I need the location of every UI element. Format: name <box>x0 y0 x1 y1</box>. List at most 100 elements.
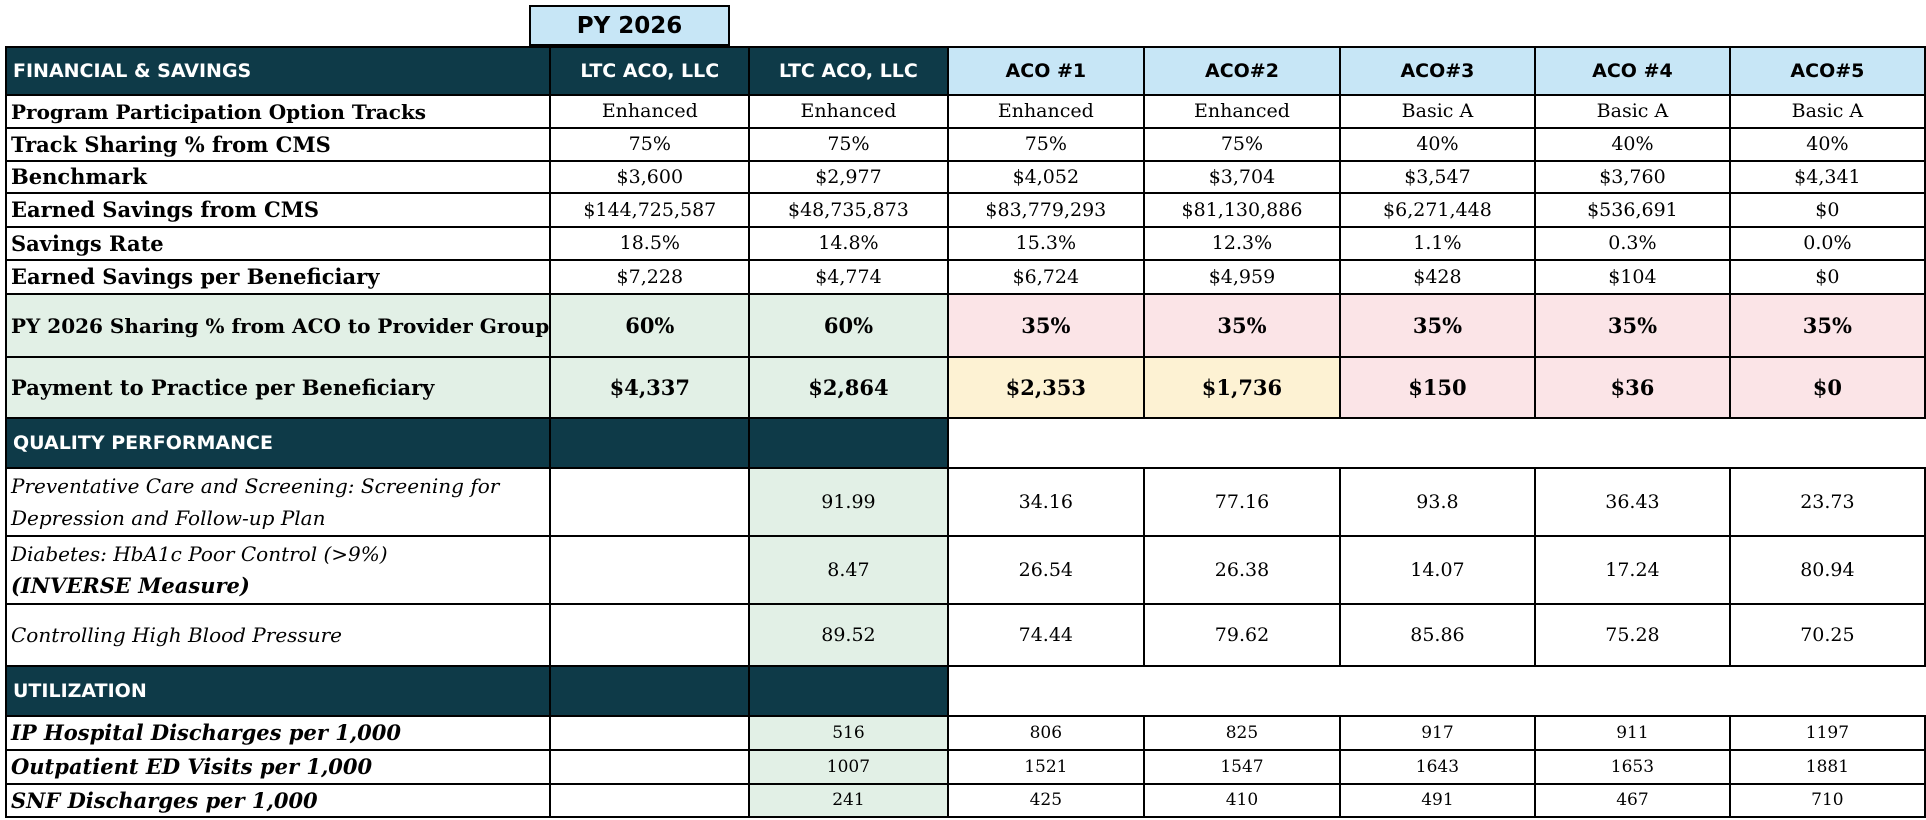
row-label: Savings Rate <box>4 226 552 261</box>
table-cell: 0.3% <box>1534 226 1731 261</box>
table-cell: $536,691 <box>1534 192 1731 228</box>
table-cell: 12.3% <box>1143 226 1341 261</box>
section-header-fill <box>748 665 949 717</box>
row-label: IP Hospital Discharges per 1,000 <box>4 715 552 751</box>
table-cell: 40% <box>1338 127 1537 162</box>
table-cell: 75% <box>549 127 751 162</box>
column-header: ACO#2 <box>1143 46 1341 96</box>
section-header-fill <box>549 417 751 469</box>
table-cell: 23.73 <box>1728 467 1926 537</box>
measure-name: Controlling High Blood Pressure <box>11 623 342 647</box>
row-label: Payment to Practice per Beneficiary <box>4 356 552 419</box>
table-cell <box>549 603 751 667</box>
table-cell: 60% <box>549 293 751 358</box>
table-cell: 425 <box>946 783 1146 818</box>
row-label: SNF Discharges per 1,000 <box>4 783 552 818</box>
table-row: Preventative Care and Screening: Screeni… <box>4 467 1926 537</box>
blank-area <box>948 418 1925 468</box>
row-label: Outpatient ED Visits per 1,000 <box>4 749 552 785</box>
blank-area <box>948 666 1925 716</box>
table-cell: 917 <box>1338 715 1537 751</box>
table-cell: 40% <box>1534 127 1731 162</box>
table-cell: $2,864 <box>748 356 949 419</box>
section-title-utilization: UTILIZATION <box>4 665 552 717</box>
table-cell: $4,337 <box>549 356 751 419</box>
table-cell: 35% <box>1143 293 1341 358</box>
table-cell: Enhanced <box>946 94 1146 129</box>
table-cell: $4,052 <box>946 160 1146 194</box>
table-cell: 1881 <box>1728 749 1926 785</box>
table-row: Controlling High Blood Pressure 89.52 74… <box>4 603 1926 667</box>
column-header: ACO#3 <box>1338 46 1537 96</box>
table-cell: Enhanced <box>748 94 949 129</box>
row-label: Program Participation Option Tracks <box>4 94 552 129</box>
table-cell: Enhanced <box>549 94 751 129</box>
table-cell: $6,724 <box>946 259 1146 295</box>
section-title-quality: QUALITY PERFORMANCE <box>4 417 552 469</box>
sharing-row: PY 2026 Sharing % from ACO to Provider G… <box>4 293 1926 358</box>
table-row: Benchmark $3,600 $2,977 $4,052 $3,704 $3… <box>4 160 1926 194</box>
table-cell: Basic A <box>1534 94 1731 129</box>
table-cell: 825 <box>1143 715 1341 751</box>
column-header: ACO #4 <box>1534 46 1731 96</box>
section-title-financial: FINANCIAL & SAVINGS <box>4 46 552 96</box>
table-cell: 410 <box>1143 783 1341 818</box>
table-row: SNF Discharges per 1,000 241 425 410 491… <box>4 783 1926 818</box>
column-header: ACO#5 <box>1728 46 1926 96</box>
section-header-fill <box>549 665 751 717</box>
table-cell: Basic A <box>1338 94 1537 129</box>
table-cell: 40% <box>1728 127 1926 162</box>
table-cell: 75% <box>748 127 949 162</box>
section-header-row: QUALITY PERFORMANCE <box>4 417 1925 469</box>
section-header-fill <box>748 417 949 469</box>
table-cell: $0 <box>1728 356 1926 419</box>
table-cell: Basic A <box>1728 94 1926 129</box>
table-row: Savings Rate 18.5% 14.8% 15.3% 12.3% 1.1… <box>4 226 1926 261</box>
table-cell: 17.24 <box>1534 535 1731 605</box>
table-cell: 26.54 <box>946 535 1146 605</box>
table-cell <box>549 783 751 818</box>
table-cell: 1521 <box>946 749 1146 785</box>
table-cell: $150 <box>1338 356 1537 419</box>
table-cell: $3,547 <box>1338 160 1537 194</box>
table-cell <box>549 715 751 751</box>
table-cell: 241 <box>748 783 949 818</box>
table-cell: 35% <box>1534 293 1731 358</box>
table-row: Outpatient ED Visits per 1,000 1007 1521… <box>4 749 1926 785</box>
table-cell: 77.16 <box>1143 467 1341 537</box>
table-row: Earned Savings per Beneficiary $7,228 $4… <box>4 259 1926 295</box>
table-row: IP Hospital Discharges per 1,000 516 806… <box>4 715 1926 751</box>
table-cell: 35% <box>946 293 1146 358</box>
table-cell: $83,779,293 <box>946 192 1146 228</box>
table-cell: 806 <box>946 715 1146 751</box>
measure-name: Preventative Care and Screening: Screeni… <box>11 474 500 530</box>
table-row: Program Participation Option Tracks Enha… <box>4 94 1926 129</box>
table-cell: 70.25 <box>1728 603 1926 667</box>
table-cell: $4,774 <box>748 259 949 295</box>
column-header: LTC ACO, LLC <box>549 46 751 96</box>
table-cell <box>549 467 751 537</box>
table-cell: 91.99 <box>748 467 949 537</box>
table-cell: $1,736 <box>1143 356 1341 419</box>
table-cell: $428 <box>1338 259 1537 295</box>
table-cell: 79.62 <box>1143 603 1341 667</box>
table-cell: 60% <box>748 293 949 358</box>
table-row: Track Sharing % from CMS 75% 75% 75% 75%… <box>4 127 1926 162</box>
table-cell: 1643 <box>1338 749 1537 785</box>
table-cell <box>549 535 751 605</box>
table-cell: 1547 <box>1143 749 1341 785</box>
table-cell: 491 <box>1338 783 1537 818</box>
table-cell: 80.94 <box>1728 535 1926 605</box>
column-header: LTC ACO, LLC <box>748 46 949 96</box>
table-cell: 89.52 <box>748 603 949 667</box>
row-label: Preventative Care and Screening: Screeni… <box>4 467 552 537</box>
table-cell: $48,735,873 <box>748 192 949 228</box>
row-label: Earned Savings from CMS <box>4 192 552 228</box>
table-cell: 0.0% <box>1728 226 1926 261</box>
table-cell: 26.38 <box>1143 535 1341 605</box>
table-cell: $4,341 <box>1728 160 1926 194</box>
table-cell: 1197 <box>1728 715 1926 751</box>
column-header: ACO #1 <box>946 46 1146 96</box>
table-cell: 35% <box>1728 293 1926 358</box>
table-cell: $2,977 <box>748 160 949 194</box>
